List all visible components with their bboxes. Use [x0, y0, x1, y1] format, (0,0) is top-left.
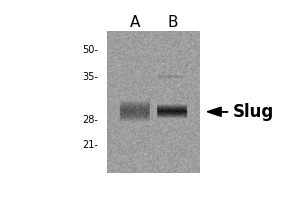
Text: 21-: 21-: [82, 140, 98, 150]
Text: 50-: 50-: [82, 45, 98, 55]
Text: Slug: Slug: [233, 103, 274, 121]
Text: A: A: [130, 15, 140, 30]
FancyArrow shape: [207, 107, 228, 116]
Text: 28-: 28-: [82, 115, 98, 125]
Text: B: B: [167, 15, 178, 30]
Text: 35-: 35-: [82, 72, 98, 82]
